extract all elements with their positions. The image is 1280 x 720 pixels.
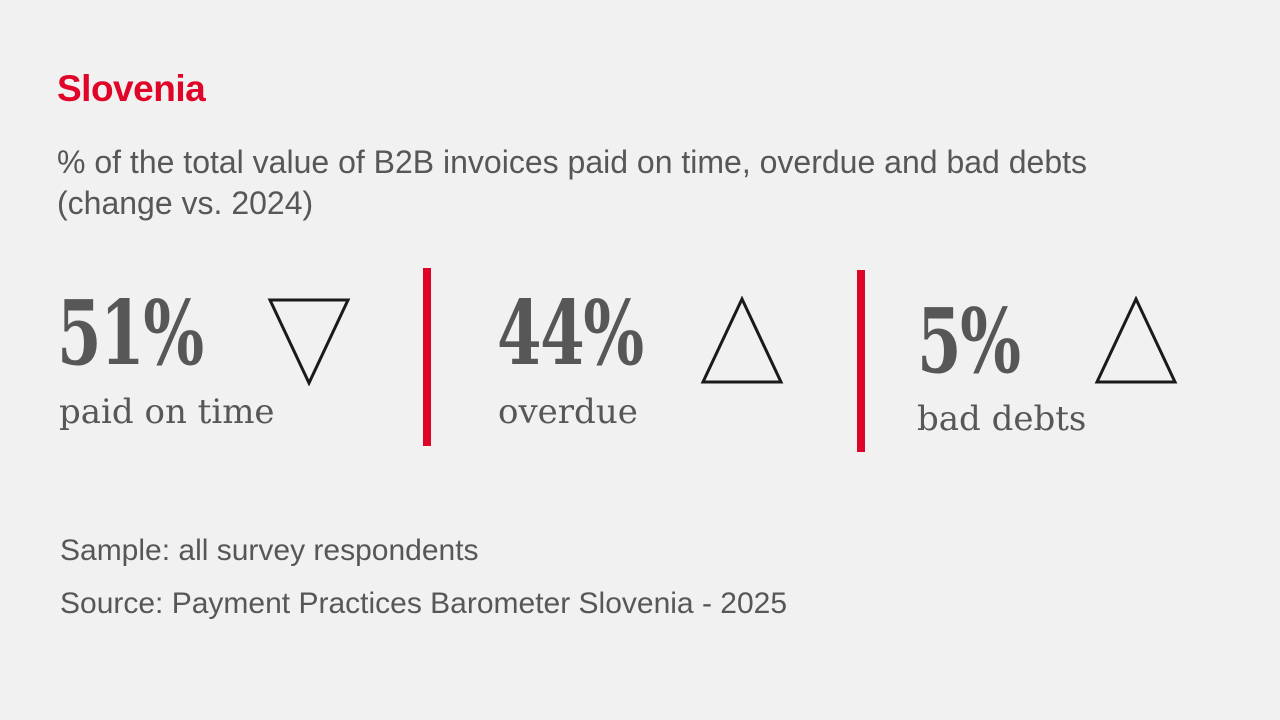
footer-source-note: Source: Payment Practices Barometer Slov… [60, 587, 788, 620]
triangle-up-icon [1094, 296, 1178, 384]
stat-value-paid-on-time: 51% [57, 280, 204, 385]
triangle-down-icon [267, 298, 351, 386]
stat-label-bad-debts: bad debts [917, 399, 1087, 439]
page-subtitle-line2: (change vs. 2024) [57, 185, 314, 221]
page-subtitle: % of the total value of B2B invoices pai… [57, 142, 1237, 224]
triangle-up-icon [700, 296, 784, 384]
footer-sample-note: Sample: all survey respondents [60, 534, 479, 567]
stat-label-overdue: overdue [498, 392, 638, 432]
page-subtitle-line1: % of the total value of B2B invoices pai… [57, 144, 1087, 180]
red-divider [857, 270, 865, 452]
stat-label-paid-on-time: paid on time [59, 392, 275, 432]
page-title: Slovenia [57, 68, 206, 109]
stat-value-bad-debts: 5% [917, 288, 1021, 393]
stat-value-overdue: 44% [497, 280, 644, 385]
red-divider [423, 268, 431, 446]
